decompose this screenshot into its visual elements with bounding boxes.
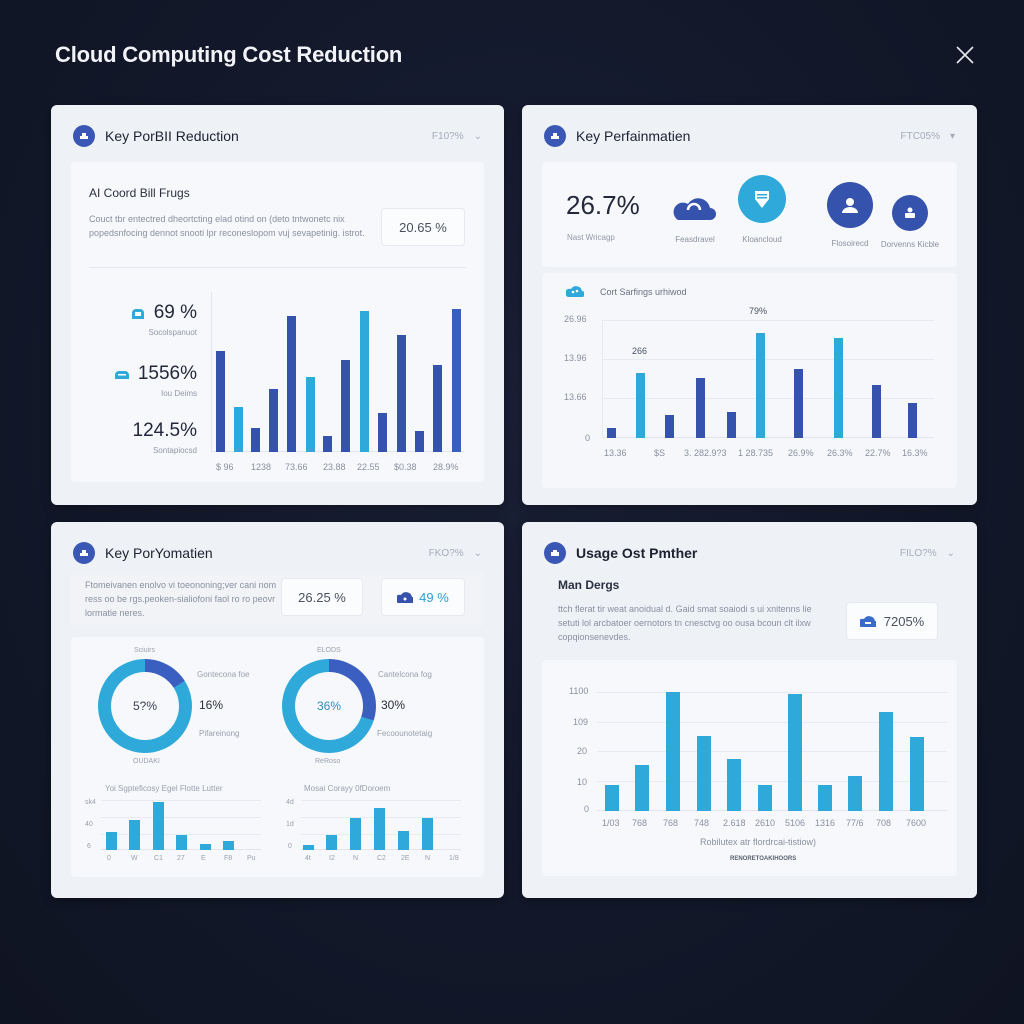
cloud-lock-icon xyxy=(131,309,144,319)
icon-label: Flosoirecd xyxy=(831,239,869,248)
chevron-down-icon: ▾ xyxy=(949,130,955,142)
card-icon xyxy=(73,542,95,564)
icon-label: Feasdravel xyxy=(675,235,715,244)
cloud-icon xyxy=(672,188,716,227)
x-axis-title: Robilutex atr flordrcai-tistiow) xyxy=(700,837,817,847)
mini-bar-chart-1 xyxy=(101,800,261,850)
period-dropdown[interactable]: FILO?% ⌄ xyxy=(899,547,955,559)
stat-1: 69 % Socolspanuot xyxy=(91,302,197,337)
savings-chart-panel: Cort Sarfings urhiwod 26.96 13.96 13.66 … xyxy=(542,273,957,488)
description: Couct tbr entectred dheortcting elad oti… xyxy=(89,214,365,238)
bar-chart xyxy=(602,320,934,438)
bar-chart xyxy=(211,292,464,452)
highlight-value: 7205% xyxy=(846,602,938,640)
divider xyxy=(89,267,466,268)
user-icon xyxy=(827,182,873,228)
highlight-value: 26.25 % xyxy=(281,578,363,616)
card-icon xyxy=(73,125,95,147)
donut-panel: Sciuirs 5?% OUDAKI Gontecona foe 16% Pif… xyxy=(71,637,484,877)
icon-label: Kloancloud xyxy=(742,235,782,244)
cloud-icon xyxy=(859,616,876,627)
donut-chart-1: 5?% xyxy=(98,659,192,753)
subtitle: Man Dergs xyxy=(558,578,620,592)
summary-row: Ftomeivanen enolvo vi toeononing;ver can… xyxy=(71,572,484,627)
period-dropdown[interactable]: F10?% ⌄ xyxy=(432,131,482,142)
bar-chart xyxy=(597,692,947,811)
chevron-down-icon: ⌄ xyxy=(473,130,482,142)
mini-chart-title: Mosai Corayy 0fDoroem xyxy=(304,784,391,793)
card-title: Key PorBII Reduction xyxy=(105,128,239,144)
user-lock-icon xyxy=(892,195,928,231)
period-dropdown[interactable]: FKO?% ⌄ xyxy=(428,547,482,559)
highlight-value: 20.65 % xyxy=(381,208,465,246)
card-icon xyxy=(544,542,566,564)
cloud-icon xyxy=(114,371,129,379)
chevron-down-icon: ⌄ xyxy=(946,547,955,559)
kpi-row: 26.7% Nast Wricagp Feasdravel Kloancloud… xyxy=(542,162,957,267)
card-title: Key Perfainmatien xyxy=(576,128,691,144)
bar-annotation: 79% xyxy=(749,306,768,316)
page-title: Cloud Computing Cost Reduction xyxy=(55,42,403,67)
chart-title: Cort Sarfings urhiwod xyxy=(600,287,687,297)
dropdown-value: F10?% xyxy=(431,130,464,142)
kpi-value: 26.7% xyxy=(566,190,640,220)
card-body: AI Coord Bill Frugs Couct tbr entectred … xyxy=(71,162,484,482)
usage-chart-panel: 1100 109 20 10 0 1/03 768 768 748 2.618 … xyxy=(542,660,957,876)
cloud-share-icon xyxy=(397,592,414,603)
period-dropdown[interactable]: FTC05% ▾ xyxy=(900,130,955,142)
mini-bar-chart-2 xyxy=(301,800,461,850)
bar-annotation: 266 xyxy=(632,346,648,356)
shield-icon xyxy=(738,175,786,223)
highlight-value-2: 49 % xyxy=(381,578,465,616)
mini-chart-title: Yoi Sgpteficosy Egel Flotte Lutter xyxy=(105,784,223,793)
icon-label: Dorvenns Kicble xyxy=(880,240,940,249)
stat-2: 1556% Iou Deims xyxy=(91,363,197,398)
card-title: Usage Ost Pmther xyxy=(576,545,698,561)
cloud-share-icon xyxy=(566,286,584,297)
description: ttch flerat tir weat anoidual d. Gaid sm… xyxy=(558,604,812,642)
card-key-performance: Key Perfainmatien FTC05% ▾ 26.7% Nast Wri… xyxy=(522,105,977,505)
kpi-label: Nast Wricagp xyxy=(567,233,615,242)
close-icon[interactable] xyxy=(954,44,976,66)
card-usage-cost: Usage Ost Pmther FILO?% ⌄ Man Dergs ttch … xyxy=(522,522,977,898)
card-bill-reduction: Key PorBII Reduction F10?% ⌄ AI Coord Bil… xyxy=(51,105,504,505)
card-icon xyxy=(544,125,566,147)
stat-3: 124.5% Sontapiocsd xyxy=(132,420,197,455)
description: Ftomeivanen enolvo vi toeononing;ver can… xyxy=(85,580,277,618)
subtitle: AI Coord Bill Frugs xyxy=(89,186,190,200)
card-title: Key PorYomatien xyxy=(105,545,213,561)
card-key-performance-2: Key PorYomatien FKO?% ⌄ Ftomeivanen enolv… xyxy=(51,522,504,898)
donut-chart-2: 36% xyxy=(282,659,376,753)
chart-footer: RENORETOAKIHOORS xyxy=(730,856,797,862)
chevron-down-icon: ⌄ xyxy=(473,547,482,559)
